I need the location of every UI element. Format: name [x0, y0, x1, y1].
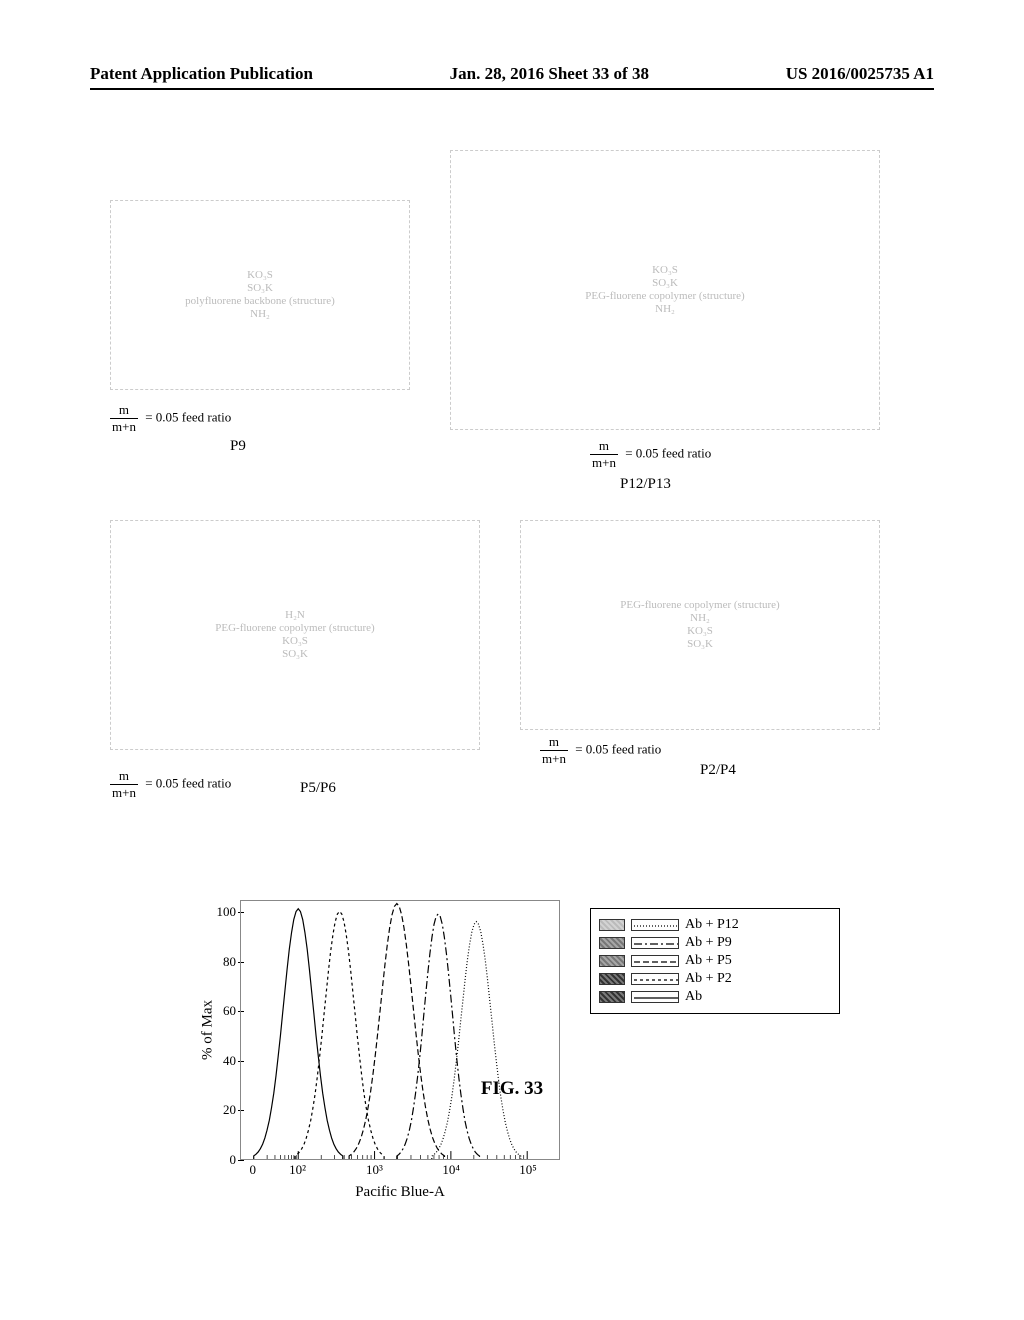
mol-annot: PEG-fluorene copolymer (structure) — [585, 290, 744, 303]
mol-annot: NH₂ — [690, 612, 710, 625]
legend-row: Ab + P5 — [599, 953, 831, 969]
legend-line-sample — [631, 955, 679, 967]
y-tick: 80 — [200, 954, 236, 970]
x-tick: 10⁴ — [442, 1162, 460, 1178]
chemical-structures: KO₃S SO₃K polyfluorene backbone (structu… — [110, 170, 914, 840]
molecule-p5p6: H₂N PEG-fluorene copolymer (structure) K… — [110, 520, 490, 750]
legend-row: Ab + P2 — [599, 971, 831, 987]
x-tick: 10³ — [366, 1162, 383, 1178]
flow-chart: % of Max 020406080100 010²10³10⁴10⁵ Paci… — [170, 890, 870, 1210]
legend-swatch — [599, 937, 625, 949]
legend-label: Ab + P12 — [685, 917, 739, 933]
x-tick: 10² — [289, 1162, 306, 1178]
y-tick: 0 — [200, 1152, 236, 1168]
figure-content: KO₃S SO₃K polyfluorene backbone (structu… — [110, 170, 914, 1200]
x-tick: 0 — [250, 1162, 257, 1178]
legend-swatch — [599, 955, 625, 967]
ratio-p9: mm+n = 0.05 feed ratio — [110, 402, 231, 435]
series-curve — [349, 904, 444, 1159]
y-axis-ticks: 020406080100 — [200, 900, 236, 1160]
label-p2p4: P2/P4 — [700, 762, 736, 779]
y-tick: 100 — [200, 904, 236, 920]
series-curve — [432, 922, 521, 1159]
chart-legend: Ab + P12 Ab + P9 Ab + P5 Ab + P2 Ab — [590, 908, 840, 1014]
y-tick: 60 — [200, 1003, 236, 1019]
molecule-p2p4: PEG-fluorene copolymer (structure) NH₂ K… — [520, 520, 890, 730]
figure-caption: FIG. 33 — [0, 1078, 1024, 1100]
legend-swatch — [599, 973, 625, 985]
legend-swatch — [599, 991, 625, 1003]
legend-label: Ab + P5 — [685, 953, 732, 969]
label-p9: P9 — [230, 438, 246, 455]
series-curve — [295, 911, 384, 1159]
legend-label: Ab + P2 — [685, 971, 732, 987]
series-curve — [397, 914, 480, 1159]
mol-annot: SO₃K — [687, 638, 713, 651]
chart-plot-area — [240, 900, 560, 1160]
molecule-p9: KO₃S SO₃K polyfluorene backbone (structu… — [110, 200, 430, 390]
label-p5p6: P5/P6 — [300, 780, 336, 797]
mol-annot: polyfluorene backbone (structure) — [185, 295, 335, 308]
legend-label: Ab + P9 — [685, 935, 732, 951]
ratio-p5p6: mm+n = 0.05 feed ratio — [110, 768, 231, 801]
mol-annot: PEG-fluorene copolymer (structure) — [620, 599, 779, 612]
header-right: US 2016/0025735 A1 — [786, 64, 934, 84]
chart-svg — [241, 901, 559, 1159]
x-axis-ticks: 0 10² 10³ 10⁴ 10⁵ — [240, 1162, 560, 1182]
y-tick: 40 — [200, 1053, 236, 1069]
legend-row: Ab + P9 — [599, 935, 831, 951]
molecule-p12p13: KO₃S SO₃K PEG-fluorene copolymer (struct… — [450, 150, 880, 430]
x-axis-label: Pacific Blue-A — [240, 1184, 560, 1201]
legend-line-sample — [631, 919, 679, 931]
mol-annot: NH₂ — [655, 303, 675, 316]
mol-annot: H₂N — [285, 609, 305, 622]
mol-annot: NH₂ — [250, 308, 270, 321]
header-rule — [90, 88, 934, 90]
ratio-p12p13: mm+n = 0.05 feed ratio — [590, 438, 711, 471]
series-curve — [254, 909, 343, 1159]
legend-row: Ab — [599, 989, 831, 1005]
page-header: Patent Application Publication Jan. 28, … — [0, 64, 1024, 84]
header-left: Patent Application Publication — [90, 64, 313, 84]
mol-annot: KO₃S — [282, 635, 308, 648]
legend-line-sample — [631, 937, 679, 949]
mol-annot: SO₃K — [282, 648, 308, 661]
legend-line-sample — [631, 973, 679, 985]
mol-annot: KO₃S — [687, 625, 713, 638]
legend-label: Ab — [685, 989, 702, 1005]
legend-swatch — [599, 919, 625, 931]
header-center: Jan. 28, 2016 Sheet 33 of 38 — [450, 64, 649, 84]
legend-row: Ab + P12 — [599, 917, 831, 933]
x-tick: 10⁵ — [519, 1162, 537, 1178]
mol-annot: PEG-fluorene copolymer (structure) — [215, 622, 374, 635]
mol-annot: KO₃S — [247, 269, 273, 282]
ratio-p2p4: mm+n = 0.05 feed ratio — [540, 734, 661, 767]
mol-annot: SO₃K — [652, 277, 678, 290]
y-tick: 20 — [200, 1102, 236, 1118]
label-p12p13: P12/P13 — [620, 476, 671, 493]
mol-annot: SO₃K — [247, 282, 273, 295]
legend-line-sample — [631, 991, 679, 1003]
mol-annot: KO₃S — [652, 264, 678, 277]
